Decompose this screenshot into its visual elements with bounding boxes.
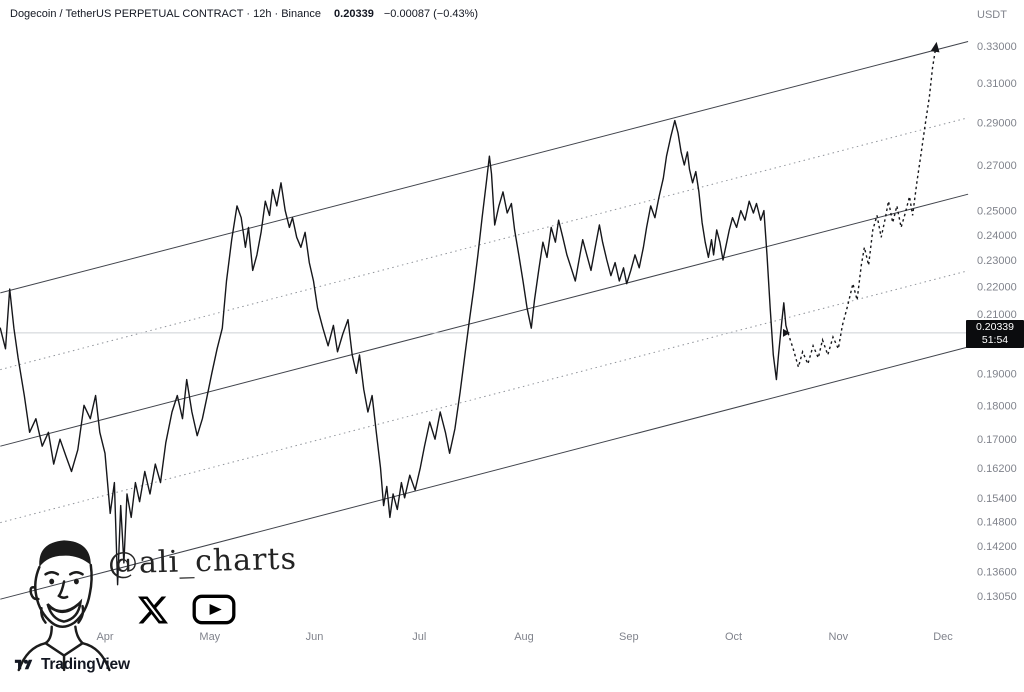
tradingview-brand-text: TradingView bbox=[41, 655, 130, 673]
quote-currency-label: USDT bbox=[977, 9, 1007, 21]
channel-line-median bbox=[0, 193, 969, 447]
last-price-badge: 0.20339 51:54 bbox=[966, 320, 1024, 348]
sketch-shoulder-right bbox=[81, 641, 111, 672]
artist-watermark: @ali_charts bbox=[10, 518, 340, 690]
sketch-teeth-line bbox=[48, 602, 80, 613]
y-tick-label: 0.14800 bbox=[977, 516, 1017, 528]
sketch-hair bbox=[39, 540, 91, 568]
symbol-title[interactable]: Dogecoin / TetherUS PERPETUAL CONTRACT ·… bbox=[10, 8, 321, 20]
tradingview-attribution[interactable]: TradingView bbox=[10, 655, 130, 674]
youtube-icon bbox=[192, 594, 236, 625]
tradingview-logo-icon bbox=[14, 659, 33, 670]
y-tick-label: 0.13600 bbox=[977, 567, 1017, 579]
x-tick-label: Jun bbox=[306, 631, 324, 643]
sketch-beard-right bbox=[77, 604, 85, 624]
projection-path bbox=[787, 47, 937, 370]
y-tick-label: 0.19000 bbox=[977, 368, 1017, 380]
artist-handle: @ali_charts bbox=[107, 541, 298, 582]
y-tick-label: 0.15400 bbox=[977, 493, 1017, 505]
channel-line-upper-quartile bbox=[0, 117, 969, 371]
x-tick-label: Sep bbox=[619, 631, 639, 643]
y-tick-label: 0.33000 bbox=[977, 41, 1017, 53]
y-tick-label: 0.24000 bbox=[977, 230, 1017, 242]
last-price-value: 0.20339 bbox=[976, 321, 1014, 333]
header-price-change: −0.00087 (−0.43%) bbox=[383, 8, 479, 20]
channel-line-lower bbox=[0, 346, 969, 600]
sketch-ear bbox=[29, 586, 40, 601]
last-price-marker bbox=[783, 328, 790, 337]
y-tick-label: 0.17000 bbox=[977, 434, 1017, 446]
x-tick-label: Jul bbox=[412, 631, 426, 643]
projection-arrowhead bbox=[930, 41, 940, 53]
x-tick-label: Dec bbox=[933, 631, 953, 643]
price-line-series bbox=[0, 119, 789, 586]
sketch-collar bbox=[44, 641, 84, 658]
sketch-face-outline bbox=[34, 563, 93, 628]
artist-portrait-sketch-icon bbox=[17, 540, 111, 672]
x-tick-label: Apr bbox=[96, 631, 113, 643]
x-tick-label: Nov bbox=[829, 631, 849, 643]
y-tick-label: 0.23000 bbox=[977, 255, 1017, 267]
y-tick-label: 0.16200 bbox=[977, 463, 1017, 475]
y-tick-label: 0.14200 bbox=[977, 541, 1017, 553]
y-tick-label: 0.21000 bbox=[977, 309, 1017, 321]
sketch-neck-left bbox=[44, 625, 53, 645]
y-tick-label: 0.18000 bbox=[977, 400, 1017, 412]
y-tick-label: 0.27000 bbox=[977, 160, 1017, 172]
sketch-beard-left bbox=[40, 606, 47, 624]
sketch-brow-left bbox=[44, 570, 60, 576]
y-tick-label: 0.13050 bbox=[977, 591, 1017, 603]
artist-social-icons bbox=[138, 594, 236, 625]
sketch-eye-right bbox=[73, 578, 79, 585]
header-last-price: 0.20339 bbox=[334, 8, 374, 20]
chart-header: Dogecoin / TetherUS PERPETUAL CONTRACT ·… bbox=[10, 8, 478, 20]
sketch-neck-right bbox=[74, 625, 84, 645]
channel-line-lower-quartile bbox=[0, 270, 969, 524]
channel-line-upper bbox=[0, 41, 969, 294]
y-tick-label: 0.31000 bbox=[977, 78, 1017, 90]
x-tick-label: Oct bbox=[725, 631, 742, 643]
sketch-nose bbox=[57, 580, 69, 599]
sketch-brow-right bbox=[68, 570, 84, 576]
x-tick-label: May bbox=[199, 631, 220, 643]
x-twitter-icon bbox=[138, 595, 168, 624]
x-tick-label: Aug bbox=[514, 631, 534, 643]
y-tick-label: 0.29000 bbox=[977, 118, 1017, 130]
sketch-eye-left bbox=[49, 578, 55, 585]
y-tick-label: 0.22000 bbox=[977, 281, 1017, 293]
y-tick-label: 0.25000 bbox=[977, 206, 1017, 218]
countdown-timer: 51:54 bbox=[981, 334, 1009, 346]
